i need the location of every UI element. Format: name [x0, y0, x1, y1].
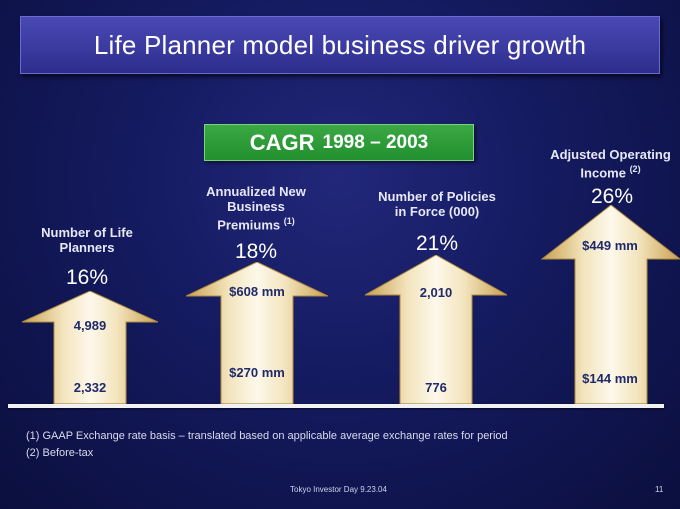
driver-top-value: $608 mm [229, 284, 285, 299]
arrow-income [540, 205, 680, 404]
cagr-years: 1998 – 2003 [322, 131, 429, 153]
footer-event: Tokyo Investor Day 9.23.04 [290, 485, 387, 494]
driver-label-line: Income [580, 165, 626, 181]
driver-bottom-value: $144 mm [582, 371, 638, 386]
driver-pct-premiums: 18% [234, 240, 278, 263]
driver-label-line: Business [227, 199, 285, 214]
driver-label-income: Adjusted Operating Income (2) [541, 147, 680, 180]
driver-label-line: in Force (000) [394, 204, 480, 219]
arrow-life-planners [22, 291, 158, 404]
driver-bottom-value: 776 [425, 380, 447, 395]
driver-label-line: Premiums [217, 217, 281, 233]
driver-label-line: Adjusted Operating [550, 147, 671, 162]
driver-label-line: Annualized New [206, 184, 306, 199]
footnote-ref: (1) [283, 216, 295, 226]
driver-top-value: 2,010 [419, 285, 453, 300]
cagr-label: CAGR [249, 129, 315, 155]
footnote-ref: (2) [629, 164, 641, 174]
driver-pct-life-planners: 16% [65, 266, 109, 289]
driver-pct-policies: 21% [415, 232, 459, 255]
driver-label-line: Number of Life [41, 225, 133, 240]
cagr-box: CAGR 1998 – 2003 [204, 124, 474, 161]
driver-label-line: Number of Policies [378, 189, 496, 204]
driver-top-value: $449 mm [582, 238, 638, 253]
driver-bottom-value: 2,332 [73, 380, 107, 395]
driver-label-line: Planners [59, 240, 115, 255]
driver-top-value: 4,989 [73, 318, 107, 333]
slide-title: Life Planner model business driver growt… [93, 29, 587, 60]
driver-pct-income: 26% [590, 185, 634, 208]
driver-bottom-value: $270 mm [229, 365, 285, 380]
footnote-1: (1) GAAP Exchange rate basis – translate… [26, 430, 508, 442]
driver-label-premiums: Annualized New Business Premiums (1) [186, 184, 326, 232]
driver-label-policies: Number of Policies in Force (000) [362, 189, 512, 219]
title-bar: Life Planner model business driver growt… [20, 16, 660, 74]
arrow-policies [365, 255, 507, 404]
footnote-2: (2) Before-tax [26, 447, 94, 459]
arrow-premiums [186, 262, 328, 404]
baseline-divider [8, 404, 664, 408]
driver-label-life-planners: Number of Life Planners [22, 225, 152, 255]
footer-page-number: 11 [655, 485, 664, 494]
